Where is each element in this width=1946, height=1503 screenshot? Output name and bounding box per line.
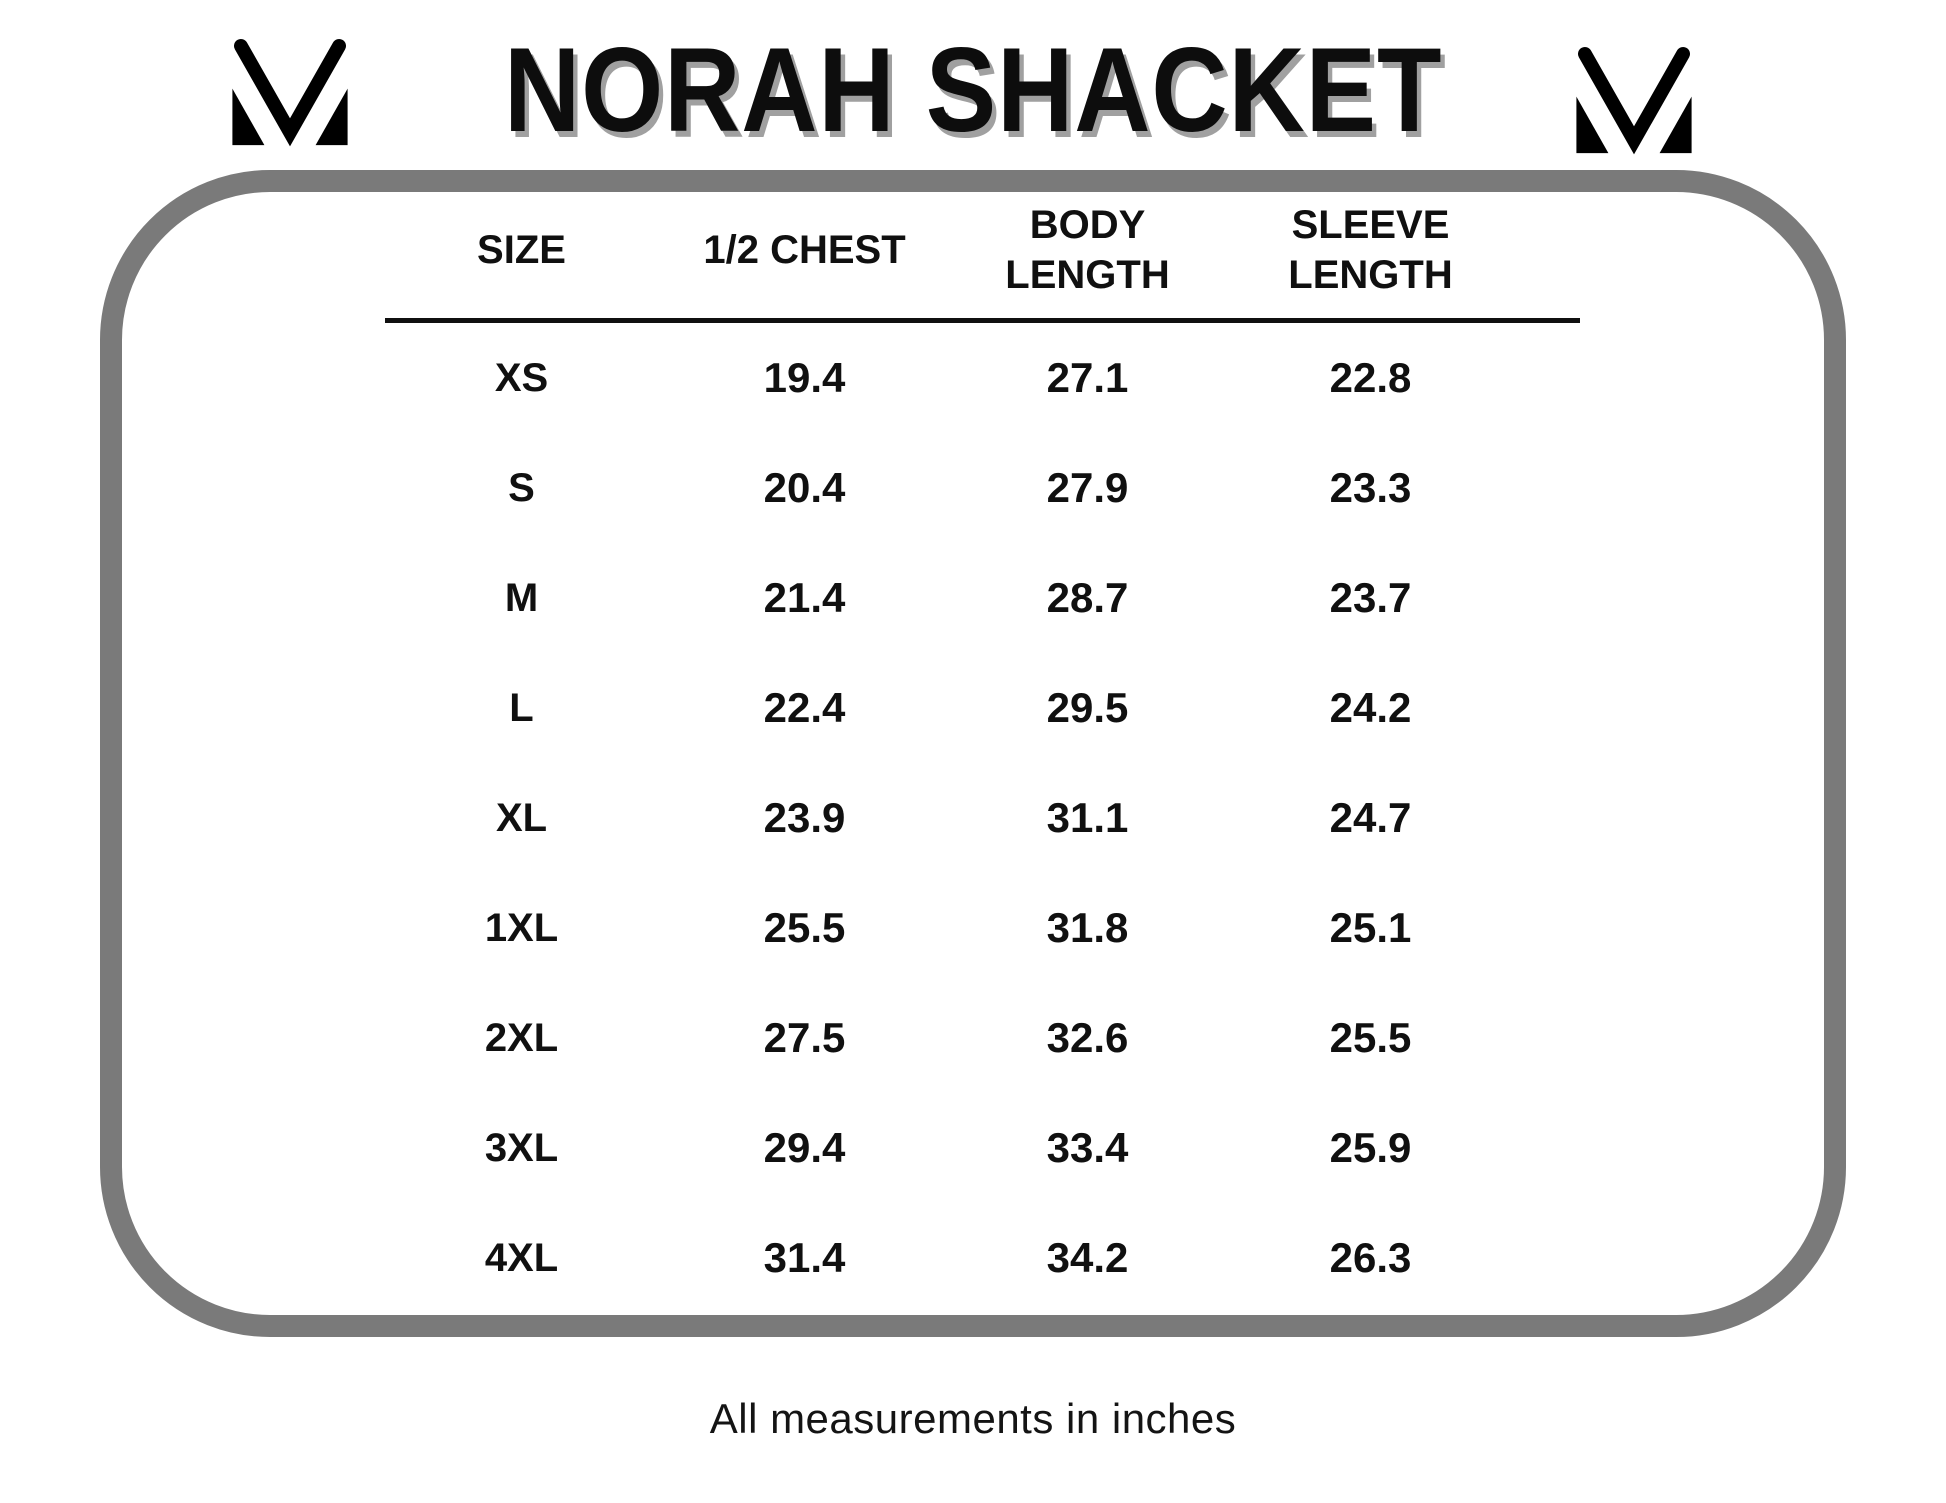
column-header-half-chest: 1/2 CHEST	[703, 228, 906, 272]
row-2xl-body: 32.6	[1046, 1014, 1129, 1061]
footer-note: All measurements in inches	[709, 1395, 1237, 1442]
row-xs-sleeve: 22.8	[1329, 354, 1412, 401]
row-2xl-sleeve: 25.5	[1329, 1014, 1412, 1061]
row-xl-chest: 23.9	[763, 794, 846, 841]
page-title: NORAH SHACKET	[503, 23, 1443, 157]
size-chart-frame	[100, 170, 1846, 1337]
row-2xl-chest: 27.5	[763, 1014, 846, 1061]
row-4xl-body: 34.2	[1046, 1234, 1129, 1281]
row-xs-chest: 19.4	[763, 354, 846, 401]
row-4xl-size: 4XL	[484, 1235, 559, 1280]
column-header-body-length: BODY LENGTH	[1005, 203, 1170, 297]
row-m-body: 28.7	[1046, 574, 1129, 621]
page-title-wrap: NORAH SHACKET	[0, 30, 1946, 150]
row-3xl-sleeve: 25.9	[1329, 1124, 1412, 1171]
column-header-size: SIZE	[477, 228, 566, 272]
row-4xl-chest: 31.4	[763, 1234, 846, 1281]
row-l-body: 29.5	[1046, 684, 1129, 731]
row-m-chest: 21.4	[763, 574, 846, 621]
row-s-body: 27.9	[1046, 464, 1129, 511]
row-xl-body: 31.1	[1046, 794, 1129, 841]
row-xl-size: XL	[495, 795, 548, 840]
row-1xl-sleeve: 25.1	[1329, 904, 1412, 951]
row-xs-size: XS	[494, 355, 549, 400]
row-xs-body: 27.1	[1046, 354, 1129, 401]
row-1xl-body: 31.8	[1046, 904, 1129, 951]
row-s-size: S	[508, 465, 535, 510]
row-4xl-sleeve: 26.3	[1329, 1234, 1412, 1281]
row-m-size: M	[504, 575, 539, 620]
row-s-sleeve: 23.3	[1329, 464, 1412, 511]
row-m-sleeve: 23.7	[1329, 574, 1412, 621]
row-3xl-body: 33.4	[1046, 1124, 1129, 1171]
row-l-chest: 22.4	[763, 684, 846, 731]
row-1xl-size: 1XL	[484, 905, 559, 950]
m-monogram-icon	[232, 39, 348, 147]
column-header-sleeve-length: SLEEVE LENGTH	[1288, 203, 1453, 297]
row-s-chest: 20.4	[763, 464, 846, 511]
row-xl-sleeve: 24.7	[1329, 794, 1412, 841]
row-3xl-chest: 29.4	[763, 1124, 846, 1171]
row-l-sleeve: 24.2	[1329, 684, 1412, 731]
size-table-header-row: SIZE 1/2 CHEST BODY LENGTH SLEEVE LENGTH	[380, 185, 1512, 315]
row-2xl-size: 2XL	[484, 1015, 559, 1060]
row-1xl-chest: 25.5	[763, 904, 846, 951]
row-l-size: L	[509, 685, 534, 730]
header-underline	[385, 318, 1580, 323]
size-table-body: XS 19.4 27.1 22.8 S 20.4 27.9 23.3 M 21.…	[380, 323, 1512, 1313]
row-3xl-size: 3XL	[484, 1125, 559, 1170]
m-monogram-icon	[1576, 47, 1692, 155]
